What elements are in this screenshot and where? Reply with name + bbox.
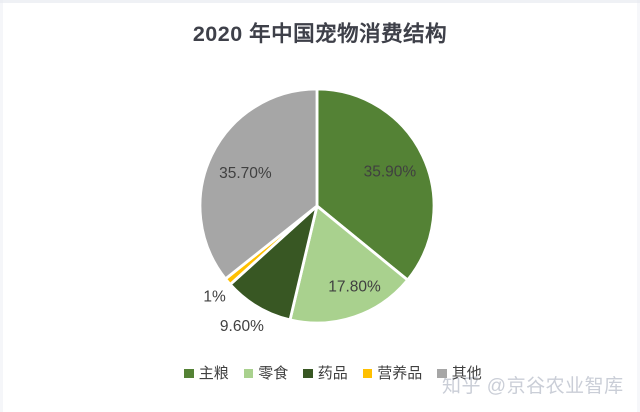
- legend-label: 其他: [451, 365, 482, 382]
- legend-label: 营养品: [377, 365, 423, 382]
- legend-swatch-icon: [362, 368, 373, 379]
- legend-swatch-icon: [184, 368, 194, 379]
- legend-swatch-icon: [243, 368, 254, 379]
- chart-title: 2020 年中国宠物消费结构: [192, 22, 448, 46]
- pie-data-label: 35.90%: [364, 163, 417, 180]
- legend-swatch-icon: [437, 368, 447, 379]
- pie-data-label: 17.80%: [328, 278, 381, 295]
- legend-item: 其他: [437, 366, 482, 381]
- watermark: 知乎 @京谷农业智库: [442, 376, 624, 397]
- legend-item: 零食: [243, 365, 289, 382]
- legend-swatch-icon: [303, 368, 313, 379]
- pie-slice: [288, 204, 410, 325]
- legend-label: 主粮: [198, 365, 229, 382]
- legend-label: 零食: [258, 365, 289, 382]
- legend: 主粮 零食 药品 营养品 其他: [13, 366, 640, 381]
- pie-data-label: 1%: [203, 289, 226, 306]
- legend-item: 营养品: [362, 365, 423, 382]
- pie-data-label: 9.60%: [220, 318, 264, 335]
- legend-item: 药品: [303, 366, 348, 381]
- pie-slice: [198, 87, 319, 281]
- pie-slice: [315, 87, 436, 282]
- pie-data-label: 35.70%: [219, 165, 272, 182]
- legend-label: 药品: [317, 365, 348, 382]
- legend-item: 主粮: [184, 366, 229, 381]
